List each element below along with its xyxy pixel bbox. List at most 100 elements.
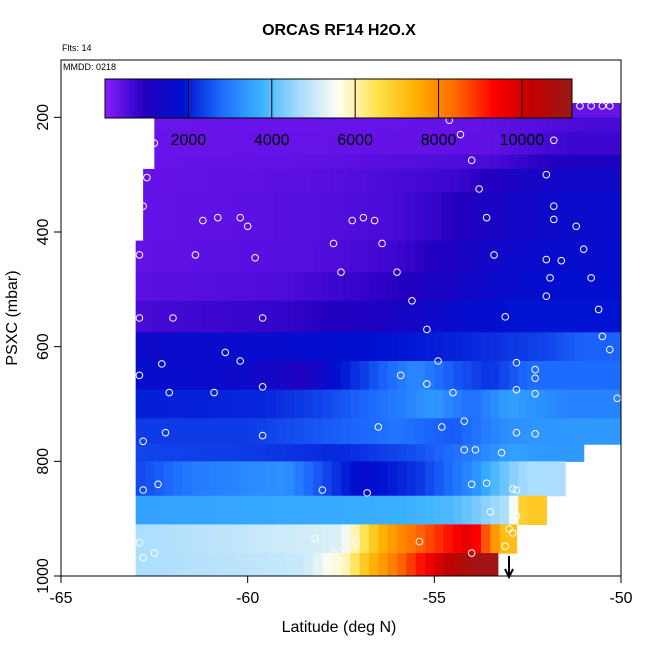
- heatmap-cell: [229, 272, 239, 302]
- heatmap-cell: [173, 131, 183, 156]
- heatmap-cell: [313, 272, 323, 302]
- heatmap-cell: [369, 332, 379, 362]
- heatmap-cell: [210, 300, 221, 333]
- heatmap-cell: [369, 240, 379, 273]
- heatmap-cell: [145, 300, 155, 333]
- heatmap-cell: [247, 553, 258, 576]
- heatmap-cell: [471, 131, 482, 156]
- heatmap-cell: [544, 168, 555, 193]
- flights-label: Flts: 14: [62, 43, 92, 53]
- heatmap-cell: [294, 461, 305, 497]
- sample-point: [434, 357, 442, 365]
- heatmap-cell: [574, 117, 585, 133]
- heatmap-cell: [331, 461, 342, 497]
- heatmap-cell: [471, 389, 482, 419]
- heatmap-cell: [294, 272, 305, 302]
- sample-point: [456, 130, 465, 139]
- sample-point: [460, 417, 469, 426]
- heatmap-cell: [275, 461, 286, 497]
- heatmap-cell: [350, 300, 361, 333]
- heatmap-cell: [574, 240, 585, 273]
- heatmap-cell: [509, 131, 519, 156]
- heatmap-cell: [145, 418, 155, 445]
- heatmap-cell: [135, 332, 146, 362]
- heatmap-cell: [397, 461, 407, 497]
- heatmap-cell: [387, 240, 398, 273]
- heatmap-cell: [329, 191, 340, 242]
- heatmap-cell: [275, 117, 286, 133]
- heatmap-cell: [191, 461, 202, 497]
- heatmap-cell: [425, 300, 435, 333]
- heatmap-cell: [432, 168, 443, 193]
- heatmap-cell: [574, 300, 585, 333]
- colorbar: 2000 4000 6000 8000 10000: [104, 78, 573, 149]
- sample-point: [370, 216, 379, 225]
- heatmap-cell: [583, 389, 594, 419]
- heatmap-cell: [406, 332, 417, 362]
- heatmap-cell: [509, 117, 519, 133]
- heatmap-cell: [350, 272, 361, 302]
- heatmap-cell: [154, 524, 165, 554]
- heatmap-cell: [154, 444, 165, 462]
- heatmap-cell: [210, 361, 221, 391]
- heatmap-cell: [135, 444, 146, 462]
- heatmap-cell: [285, 240, 295, 273]
- heatmap-cell: [219, 117, 230, 133]
- heatmap-cell: [443, 272, 454, 302]
- heatmap-cell: [434, 444, 445, 462]
- heatmap-cell: [145, 272, 155, 302]
- heatmap-cell: [378, 117, 389, 133]
- heatmap-cell: [273, 168, 284, 193]
- heatmap-cell: [378, 154, 389, 170]
- heatmap-cell: [565, 389, 575, 419]
- heatmap-cell: [180, 168, 191, 193]
- heatmap-cell: [555, 418, 566, 445]
- heatmap-cell: [518, 117, 529, 133]
- heatmap-cell: [583, 272, 594, 302]
- heatmap-cell: [443, 461, 454, 497]
- heatmap-cell: [348, 191, 359, 242]
- heatmap-cell: [499, 300, 510, 333]
- heatmap-cell: [546, 240, 557, 273]
- heatmap-cell: [357, 191, 368, 242]
- heatmap-cell: [238, 418, 249, 445]
- heatmap-cell: [555, 300, 566, 333]
- heatmap-cell: [201, 272, 211, 302]
- heatmap-cell: [413, 191, 424, 242]
- heatmap-cell: [527, 240, 538, 273]
- heatmap-cell: [154, 272, 165, 302]
- heatmap-cell: [387, 131, 398, 156]
- heatmap-cell: [434, 553, 445, 576]
- heatmap-cell: [369, 495, 379, 525]
- heatmap-cell: [378, 461, 389, 497]
- heatmap-cell: [219, 495, 230, 525]
- sample-point: [508, 502, 517, 510]
- heatmap-cell: [611, 389, 621, 419]
- heatmap-cell: [219, 272, 230, 302]
- heatmap-cell: [527, 154, 538, 170]
- heatmap-cell: [583, 418, 594, 445]
- heatmap-cell: [161, 191, 172, 242]
- heatmap-cell: [154, 418, 165, 445]
- colorbar-tick-label: 4000: [254, 132, 290, 149]
- heatmap-cell: [350, 495, 361, 525]
- heatmap-cell: [425, 553, 435, 576]
- heatmap-cell: [275, 361, 286, 391]
- heatmap-cell: [369, 361, 379, 391]
- heatmap-cell: [173, 495, 183, 525]
- heatmap-cell: [462, 272, 473, 302]
- sample-point: [408, 297, 416, 305]
- y-tick-label: 200: [35, 104, 52, 131]
- heatmap-cell: [462, 553, 473, 576]
- heatmap-cell: [257, 444, 267, 462]
- heatmap-cell: [387, 389, 398, 419]
- heatmap-cell: [292, 191, 303, 242]
- heatmap-cell: [425, 418, 435, 445]
- heatmap-cell: [593, 240, 603, 273]
- heatmap-cell: [537, 418, 547, 445]
- heatmap-cell: [255, 191, 266, 242]
- sample-point: [139, 202, 147, 210]
- heatmap-cell: [322, 418, 333, 445]
- heatmap-cell: [191, 272, 202, 302]
- heatmap-cell: [257, 361, 267, 391]
